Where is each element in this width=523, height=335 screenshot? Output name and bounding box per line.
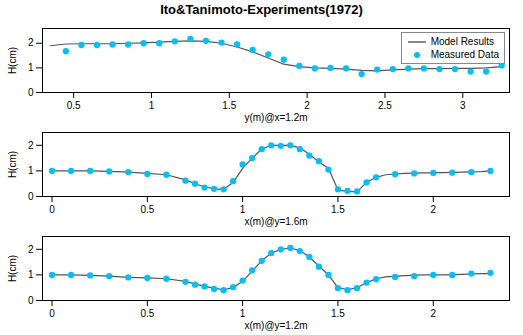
svg-text:x(m)@y=1.2m: x(m)@y=1.2m: [244, 320, 307, 331]
svg-text:2: 2: [430, 308, 436, 319]
svg-text:H(cm): H(cm): [7, 151, 18, 178]
svg-text:H(cm): H(cm): [7, 255, 18, 282]
html-text:Ito&Tanimoto-Experiments(1972): Ito&Tanimoto-Experiments(1972): [160, 2, 363, 17]
svg-text:0: 0: [28, 87, 34, 98]
svg-text:y(m)@x=1.2m: y(m)@x=1.2m: [244, 112, 307, 123]
svg-text:0: 0: [49, 308, 55, 319]
svg-text:1: 1: [149, 100, 155, 111]
svg-text:H(cm): H(cm): [7, 47, 18, 74]
svg-text:1.5: 1.5: [331, 204, 345, 215]
svg-text:0: 0: [28, 295, 34, 306]
svg-text:0.5: 0.5: [140, 308, 154, 319]
svg-text:2: 2: [28, 244, 34, 255]
svg-text:0.5: 0.5: [67, 100, 81, 111]
svg-text:1.5: 1.5: [222, 100, 236, 111]
svg-text:2: 2: [304, 100, 310, 111]
svg-text:1.5: 1.5: [331, 308, 345, 319]
svg-text:2: 2: [430, 204, 436, 215]
svg-text:0.5: 0.5: [140, 204, 154, 215]
svg-text:x(m)@y=1.6m: x(m)@y=1.6m: [244, 216, 307, 227]
svg-text:2: 2: [28, 140, 34, 151]
svg-text:0: 0: [49, 204, 55, 215]
svg-text:1: 1: [28, 269, 34, 280]
svg-text:1: 1: [240, 204, 246, 215]
svg-text:1: 1: [28, 165, 34, 176]
svg-text:1: 1: [240, 308, 246, 319]
svg-text:3: 3: [460, 100, 466, 111]
svg-text:2.5: 2.5: [378, 100, 392, 111]
svg-text:1: 1: [28, 62, 34, 73]
svg-text:0: 0: [28, 191, 34, 202]
svg-text:2: 2: [28, 37, 34, 48]
html-text:Model Results: Model Results: [430, 36, 494, 47]
html-text:Measured Data: Measured Data: [430, 49, 499, 60]
